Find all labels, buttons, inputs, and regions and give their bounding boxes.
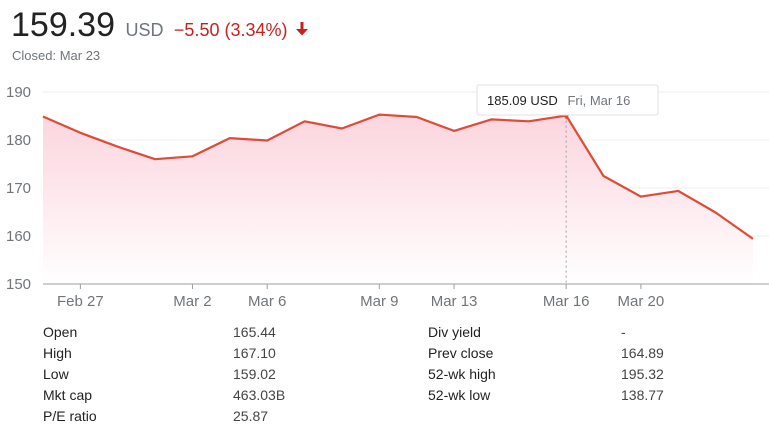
stat-value: 25.87 bbox=[233, 408, 269, 424]
x-tick-label: Mar 16 bbox=[543, 293, 590, 310]
stats-right-values: - 164.89 195.32 138.77 bbox=[621, 322, 664, 406]
x-tick-label: Mar 2 bbox=[173, 293, 211, 310]
current-price: 159.39 bbox=[11, 6, 115, 44]
stat-value: 164.89 bbox=[621, 345, 664, 361]
stat-value: 463.03B bbox=[233, 387, 286, 403]
y-tick-label: 170 bbox=[6, 180, 31, 197]
down-arrow-icon bbox=[295, 22, 308, 41]
stats-left-values: 165.44 167.10 159.02 463.03B 25.87 bbox=[233, 322, 285, 427]
stat-value: 167.10 bbox=[233, 345, 276, 361]
x-tick-label: Feb 27 bbox=[57, 293, 104, 310]
stat-value: 165.44 bbox=[233, 324, 276, 340]
stat-value: - bbox=[621, 324, 626, 340]
y-tick-label: 150 bbox=[6, 276, 31, 293]
quote-header: 159.39 USD −5.50 (3.34%) bbox=[11, 6, 308, 45]
stat-value: 138.77 bbox=[621, 387, 664, 403]
x-tick-label: Mar 20 bbox=[618, 293, 665, 310]
tooltip-value: 185.09 USD bbox=[487, 93, 558, 108]
tooltip-date: Fri, Mar 16 bbox=[567, 93, 630, 108]
stats-left-labels: Open High Low Mkt cap P/E ratio bbox=[43, 322, 97, 427]
svg-text:185.09 USD Fri, Mar 16: 185.09 USD Fri, Mar 16 bbox=[487, 93, 630, 108]
price-line bbox=[42, 113, 754, 240]
currency-code: USD bbox=[125, 20, 164, 40]
price-chart[interactable]: 150 160 170 180 190 Feb 27 Mar 2 Mar 6 Mar 9 Mar… bbox=[0, 76, 769, 316]
price-area bbox=[43, 114, 753, 284]
x-tick-label: Mar 9 bbox=[360, 293, 398, 310]
stat-label: 52-wk low bbox=[428, 387, 491, 403]
stat-label: Low bbox=[43, 366, 69, 382]
stat-value: 195.32 bbox=[621, 366, 664, 382]
y-tick-label: 160 bbox=[6, 228, 31, 245]
stat-label: P/E ratio bbox=[43, 408, 97, 424]
stat-label: Prev close bbox=[428, 345, 494, 361]
price-change: −5.50 (3.34%) bbox=[173, 20, 288, 40]
y-tick-label: 190 bbox=[6, 84, 31, 101]
stat-label: Mkt cap bbox=[43, 387, 93, 403]
stat-label: High bbox=[43, 345, 72, 361]
stat-label: Open bbox=[43, 324, 78, 340]
tooltip: 185.09 USD Fri, Mar 16 bbox=[476, 84, 659, 116]
x-tick-label: Mar 13 bbox=[431, 293, 478, 310]
stat-label: Div yield bbox=[428, 324, 481, 340]
stat-label: 52-wk high bbox=[428, 366, 496, 382]
x-tick-label: Mar 6 bbox=[248, 293, 286, 310]
stats-right-labels: Div yield Prev close 52-wk high 52-wk low bbox=[428, 322, 496, 406]
stat-value: 159.02 bbox=[233, 366, 276, 382]
closed-date: Closed: Mar 23 bbox=[12, 48, 101, 63]
y-tick-label: 180 bbox=[6, 132, 31, 149]
